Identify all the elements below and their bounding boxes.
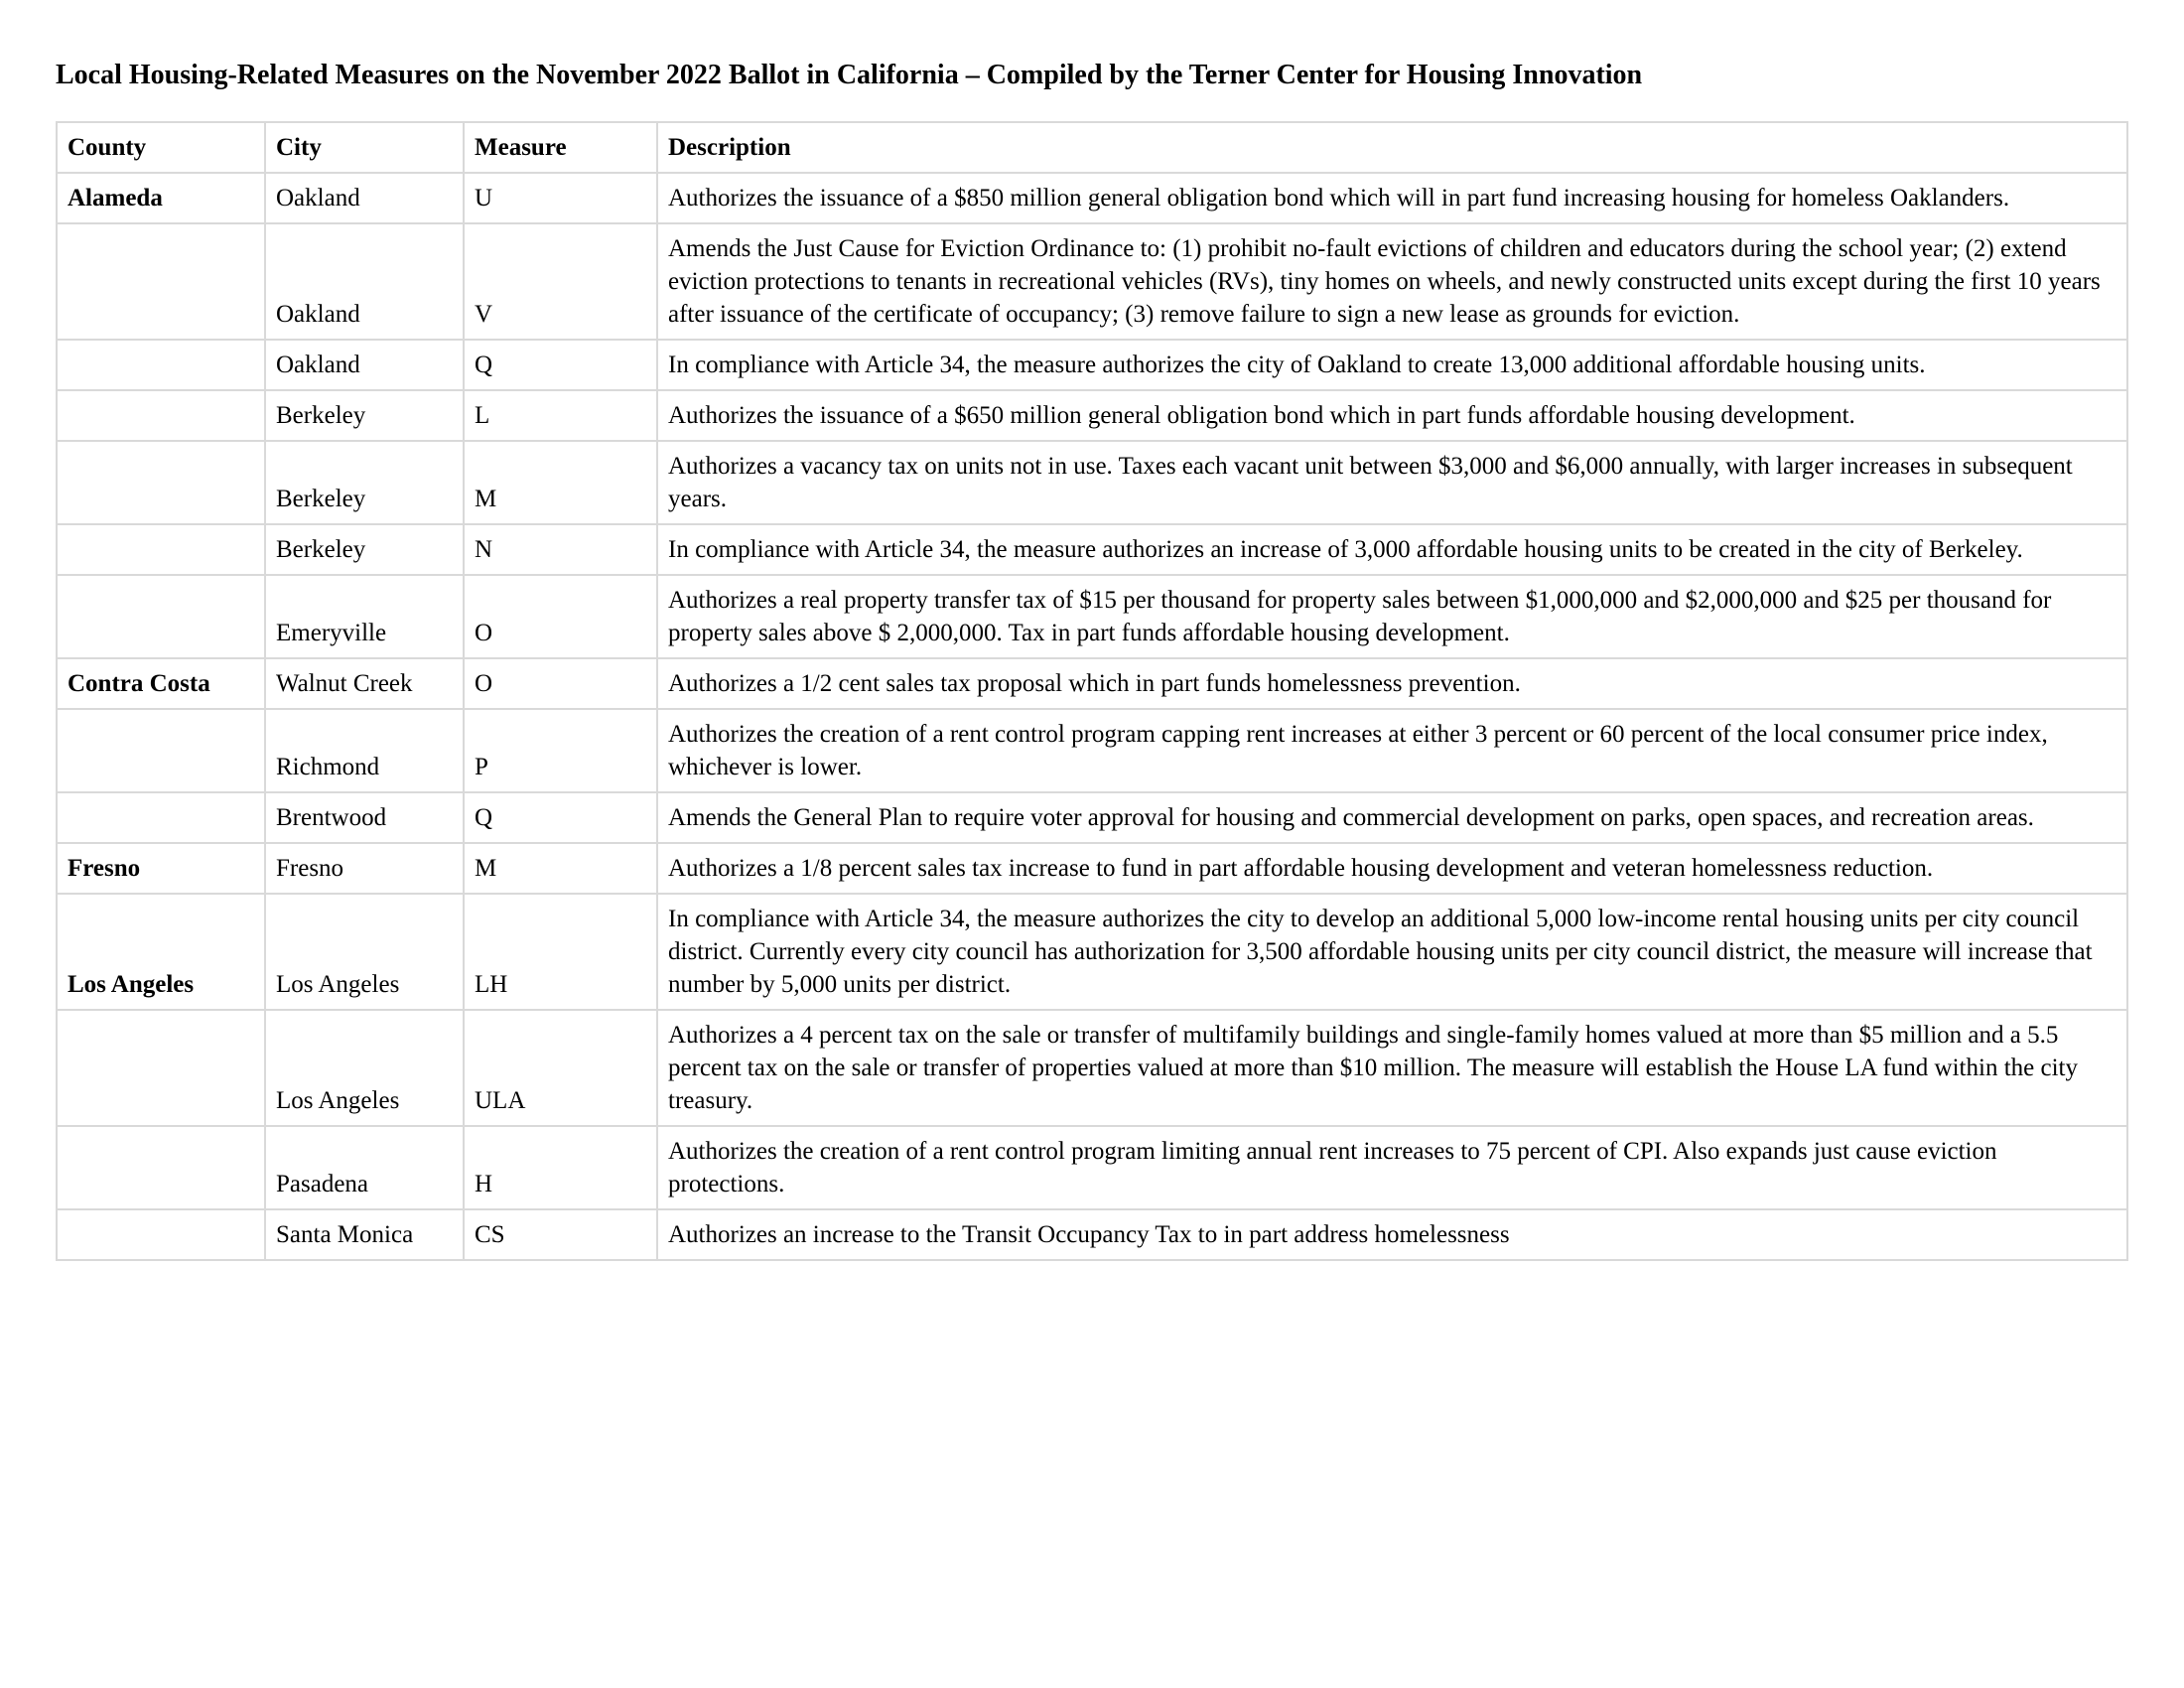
cell-county: Alameda [57, 173, 265, 223]
cell-measure: CS [464, 1209, 657, 1260]
header-measure: Measure [464, 122, 657, 173]
cell-city: Santa Monica [265, 1209, 464, 1260]
table-row: RichmondPAuthorizes the creation of a re… [57, 709, 2127, 792]
cell-county [57, 792, 265, 843]
cell-city: Berkeley [265, 390, 464, 441]
cell-county [57, 1126, 265, 1209]
cell-description: In compliance with Article 34, the measu… [657, 340, 2127, 390]
table-row: OaklandQIn compliance with Article 34, t… [57, 340, 2127, 390]
table-row: BerkeleyLAuthorizes the issuance of a $6… [57, 390, 2127, 441]
page: Local Housing-Related Measures on the No… [0, 0, 2184, 1301]
cell-description: Authorizes a 4 percent tax on the sale o… [657, 1010, 2127, 1126]
cell-description: In compliance with Article 34, the measu… [657, 894, 2127, 1010]
cell-description: Authorizes a real property transfer tax … [657, 575, 2127, 658]
cell-county [57, 709, 265, 792]
cell-description: Authorizes the creation of a rent contro… [657, 709, 2127, 792]
table-body: AlamedaOaklandUAuthorizes the issuance o… [57, 173, 2127, 1260]
cell-measure: U [464, 173, 657, 223]
cell-measure: N [464, 524, 657, 575]
cell-city: Oakland [265, 223, 464, 340]
table-row: Contra CostaWalnut CreekOAuthorizes a 1/… [57, 658, 2127, 709]
table-row: BrentwoodQAmends the General Plan to req… [57, 792, 2127, 843]
cell-county [57, 390, 265, 441]
cell-city: Berkeley [265, 524, 464, 575]
table-head: County City Measure Description [57, 122, 2127, 173]
cell-city: Oakland [265, 173, 464, 223]
measures-table: County City Measure Description AlamedaO… [56, 121, 2128, 1261]
cell-county [57, 575, 265, 658]
cell-measure: LH [464, 894, 657, 1010]
page-title: Local Housing-Related Measures on the No… [56, 58, 2128, 93]
table-row: BerkeleyNIn compliance with Article 34, … [57, 524, 2127, 575]
cell-county: Los Angeles [57, 894, 265, 1010]
cell-county [57, 524, 265, 575]
cell-measure: O [464, 658, 657, 709]
cell-description: Authorizes a 1/8 percent sales tax incre… [657, 843, 2127, 894]
cell-measure: M [464, 441, 657, 524]
cell-description: Amends the Just Cause for Eviction Ordin… [657, 223, 2127, 340]
header-row: County City Measure Description [57, 122, 2127, 173]
cell-description: Authorizes a vacancy tax on units not in… [657, 441, 2127, 524]
cell-description: Authorizes a 1/2 cent sales tax proposal… [657, 658, 2127, 709]
cell-measure: ULA [464, 1010, 657, 1126]
table-row: FresnoFresnoMAuthorizes a 1/8 percent sa… [57, 843, 2127, 894]
table-row: BerkeleyMAuthorizes a vacancy tax on uni… [57, 441, 2127, 524]
cell-city: Berkeley [265, 441, 464, 524]
cell-measure: H [464, 1126, 657, 1209]
cell-city: Emeryville [265, 575, 464, 658]
cell-city: Oakland [265, 340, 464, 390]
cell-measure: L [464, 390, 657, 441]
table-row: Santa MonicaCSAuthorizes an increase to … [57, 1209, 2127, 1260]
cell-measure: V [464, 223, 657, 340]
cell-measure: M [464, 843, 657, 894]
cell-city: Brentwood [265, 792, 464, 843]
table-row: EmeryvilleOAuthorizes a real property tr… [57, 575, 2127, 658]
cell-city: Walnut Creek [265, 658, 464, 709]
header-county: County [57, 122, 265, 173]
cell-city: Pasadena [265, 1126, 464, 1209]
cell-county [57, 1010, 265, 1126]
header-city: City [265, 122, 464, 173]
header-description: Description [657, 122, 2127, 173]
cell-description: In compliance with Article 34, the measu… [657, 524, 2127, 575]
cell-measure: O [464, 575, 657, 658]
cell-description: Amends the General Plan to require voter… [657, 792, 2127, 843]
cell-county: Fresno [57, 843, 265, 894]
table-row: Los AngelesLos AngelesLHIn compliance wi… [57, 894, 2127, 1010]
cell-description: Authorizes the issuance of a $650 millio… [657, 390, 2127, 441]
cell-measure: Q [464, 340, 657, 390]
cell-county [57, 441, 265, 524]
cell-city: Fresno [265, 843, 464, 894]
cell-city: Los Angeles [265, 1010, 464, 1126]
cell-measure: P [464, 709, 657, 792]
cell-county: Contra Costa [57, 658, 265, 709]
cell-description: Authorizes the issuance of a $850 millio… [657, 173, 2127, 223]
table-row: AlamedaOaklandUAuthorizes the issuance o… [57, 173, 2127, 223]
cell-city: Los Angeles [265, 894, 464, 1010]
table-row: PasadenaHAuthorizes the creation of a re… [57, 1126, 2127, 1209]
cell-description: Authorizes an increase to the Transit Oc… [657, 1209, 2127, 1260]
cell-county [57, 223, 265, 340]
cell-description: Authorizes the creation of a rent contro… [657, 1126, 2127, 1209]
cell-county [57, 340, 265, 390]
cell-city: Richmond [265, 709, 464, 792]
table-row: OaklandVAmends the Just Cause for Evicti… [57, 223, 2127, 340]
cell-county [57, 1209, 265, 1260]
cell-measure: Q [464, 792, 657, 843]
table-row: Los AngelesULAAuthorizes a 4 percent tax… [57, 1010, 2127, 1126]
